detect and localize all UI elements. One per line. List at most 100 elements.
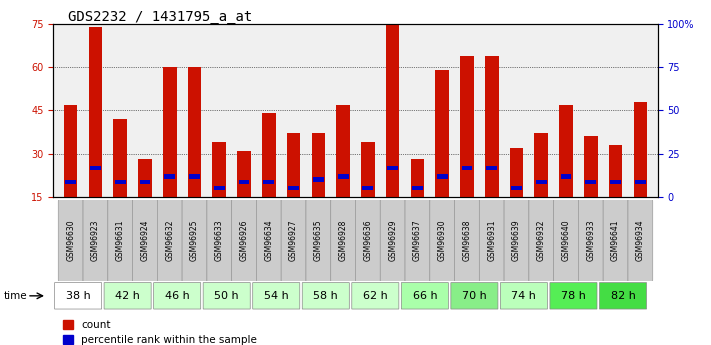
FancyBboxPatch shape [504,198,529,284]
Bar [411,159,424,197]
Bar [288,186,299,190]
Text: GSM96637: GSM96637 [413,220,422,262]
Bar [113,119,127,197]
Bar [189,174,200,179]
Text: 58 h: 58 h [314,291,338,301]
FancyBboxPatch shape [599,283,646,309]
Text: GDS2232 / 1431795_a_at: GDS2232 / 1431795_a_at [68,10,252,24]
FancyBboxPatch shape [628,198,653,284]
FancyBboxPatch shape [306,198,331,284]
Bar [535,134,548,197]
Bar [610,180,621,185]
Text: 62 h: 62 h [363,291,387,301]
Bar [435,70,449,197]
Bar [338,174,348,179]
FancyBboxPatch shape [83,198,108,284]
FancyBboxPatch shape [154,283,201,309]
Bar [213,142,226,197]
Text: time: time [4,291,27,301]
Text: GSM96632: GSM96632 [165,220,174,262]
FancyBboxPatch shape [331,198,356,284]
Bar [263,180,274,185]
Text: GSM96933: GSM96933 [587,220,595,262]
Bar [511,186,522,190]
Bar [237,151,251,197]
FancyBboxPatch shape [451,283,498,309]
FancyBboxPatch shape [232,198,257,284]
FancyBboxPatch shape [405,198,430,284]
Bar [585,180,597,185]
Bar [313,177,324,181]
Text: GSM96641: GSM96641 [611,220,620,262]
Text: GSM96638: GSM96638 [462,220,471,262]
Bar [461,166,472,170]
FancyBboxPatch shape [252,283,300,309]
Bar [139,180,151,185]
Bar [363,186,373,190]
FancyBboxPatch shape [356,198,380,284]
FancyBboxPatch shape [550,283,597,309]
Bar [311,134,325,197]
Text: GSM96927: GSM96927 [289,220,298,262]
Text: GSM96924: GSM96924 [141,220,149,262]
Text: GSM96923: GSM96923 [91,220,100,262]
Bar [560,174,572,179]
FancyBboxPatch shape [454,198,479,284]
Bar [634,102,647,197]
Bar [163,67,176,197]
Bar [262,113,276,197]
FancyBboxPatch shape [380,198,405,284]
Text: GSM96930: GSM96930 [438,220,447,262]
Bar [164,174,175,179]
Bar [114,180,126,185]
FancyBboxPatch shape [281,198,306,284]
Text: 78 h: 78 h [561,291,586,301]
Bar [90,166,101,170]
Text: GSM96636: GSM96636 [363,220,373,262]
Text: GSM96633: GSM96633 [215,220,224,262]
Text: GSM96925: GSM96925 [190,220,199,262]
FancyBboxPatch shape [182,198,207,284]
Text: GSM96926: GSM96926 [240,220,249,262]
Text: GSM96934: GSM96934 [636,220,645,262]
Bar [635,180,646,185]
Bar [336,105,350,197]
FancyBboxPatch shape [579,198,603,284]
Text: 70 h: 70 h [462,291,487,301]
Text: GSM96639: GSM96639 [512,220,521,262]
FancyBboxPatch shape [104,283,151,309]
Text: 42 h: 42 h [115,291,140,301]
FancyBboxPatch shape [108,198,132,284]
Bar [387,166,398,170]
Text: GSM96931: GSM96931 [487,220,496,262]
Bar [386,24,400,197]
FancyBboxPatch shape [401,283,449,309]
FancyBboxPatch shape [430,198,454,284]
FancyBboxPatch shape [501,283,547,309]
Bar [138,159,151,197]
FancyBboxPatch shape [352,283,399,309]
Bar [510,148,523,197]
Text: 54 h: 54 h [264,291,289,301]
FancyBboxPatch shape [157,198,182,284]
Bar [412,186,423,190]
Text: GSM96635: GSM96635 [314,220,323,262]
Text: 74 h: 74 h [511,291,536,301]
Text: GSM96634: GSM96634 [264,220,273,262]
FancyBboxPatch shape [55,283,102,309]
Text: 46 h: 46 h [165,291,190,301]
Bar [584,136,598,197]
Text: GSM96631: GSM96631 [116,220,124,262]
FancyBboxPatch shape [479,198,504,284]
Text: GSM96630: GSM96630 [66,220,75,262]
Bar [560,105,573,197]
Text: GSM96928: GSM96928 [338,220,348,261]
Text: 50 h: 50 h [215,291,239,301]
Bar [485,56,498,197]
Bar [188,67,201,197]
Text: 82 h: 82 h [611,291,636,301]
Text: GSM96929: GSM96929 [388,220,397,262]
Bar [486,166,497,170]
Bar [536,180,547,185]
Bar [64,105,77,197]
